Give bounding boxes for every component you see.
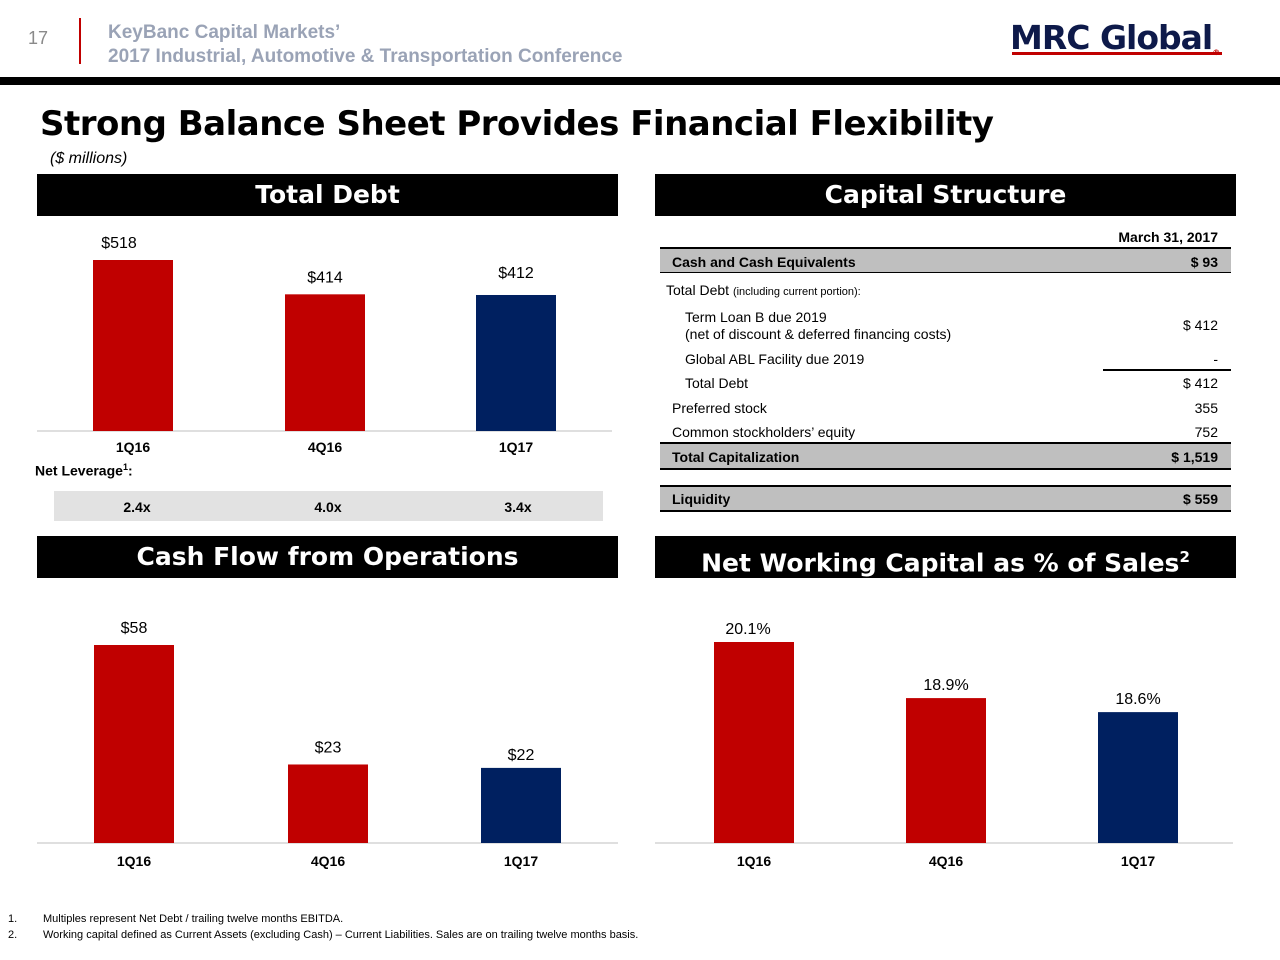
nwc-header-text: Net Working Capital as % of Sales bbox=[701, 548, 1180, 578]
bar bbox=[93, 260, 173, 431]
data-label: 18.6% bbox=[1115, 691, 1160, 708]
cs-date-header: March 31, 2017 bbox=[1118, 229, 1218, 245]
cs-total-debt-label: Total Debt (including current portion): bbox=[666, 282, 861, 298]
data-label: $22 bbox=[508, 747, 535, 764]
cs-total-cap-row bbox=[660, 444, 1231, 468]
cs-liquidity-row bbox=[660, 487, 1231, 510]
bar bbox=[1098, 712, 1178, 843]
bar bbox=[288, 764, 368, 843]
category-label: 1Q16 bbox=[117, 853, 151, 869]
cs-term-loan-label: Term Loan B due 2019 bbox=[685, 309, 827, 325]
cs-subtotal-rule bbox=[1103, 369, 1231, 371]
footnote-number: 2. bbox=[8, 929, 18, 941]
data-label: 18.9% bbox=[923, 677, 968, 694]
cs-total-debt-note: (including current portion): bbox=[732, 286, 861, 298]
footnote-text: Multiples represent Net Debt / trailing … bbox=[43, 913, 344, 925]
data-label: $412 bbox=[498, 265, 534, 282]
category-label: 1Q17 bbox=[504, 853, 538, 869]
cs-cash-label: Cash and Cash Equivalents bbox=[672, 254, 856, 270]
nwc-footnote-ref: 2 bbox=[1179, 548, 1190, 566]
total-debt-chart: $518 1Q16 $414 4Q16 $412 1Q17 bbox=[37, 235, 612, 455]
category-label: 4Q16 bbox=[308, 439, 342, 455]
logo-underline bbox=[1012, 52, 1222, 55]
cs-total-cap-value: $ 1,519 bbox=[1171, 449, 1218, 465]
cs-total-debt-text: Total Debt bbox=[666, 282, 730, 298]
net-leverage-value: 2.4x bbox=[123, 499, 151, 515]
data-label: $23 bbox=[315, 739, 342, 756]
data-label: $58 bbox=[121, 620, 148, 637]
cs-preferred-value: 355 bbox=[1194, 400, 1218, 416]
data-label: $518 bbox=[101, 235, 137, 252]
nwc-chart: 20.1% 1Q16 18.9% 4Q16 18.6% 1Q17 bbox=[655, 621, 1233, 869]
net-leverage-band bbox=[54, 491, 603, 521]
category-label: 4Q16 bbox=[311, 853, 345, 869]
net-leverage-value: 4.0x bbox=[314, 499, 342, 515]
cs-rule bbox=[660, 485, 1231, 487]
bar bbox=[94, 645, 174, 843]
footnote: 1. Multiples represent Net Debt / trailin… bbox=[8, 913, 343, 925]
header-divider bbox=[79, 18, 81, 64]
category-label: 4Q16 bbox=[929, 853, 963, 869]
company-logo: MRC Global® bbox=[1010, 18, 1220, 57]
cash-flow-header: Cash Flow from Operations bbox=[37, 536, 618, 578]
cs-rule bbox=[660, 442, 1231, 444]
category-label: 1Q17 bbox=[1121, 853, 1155, 869]
cs-rule bbox=[660, 272, 1231, 273]
cs-abl-value: - bbox=[1213, 351, 1218, 367]
data-label: $414 bbox=[307, 269, 343, 286]
cs-abl-label: Global ABL Facility due 2019 bbox=[685, 351, 865, 367]
cs-cash-row bbox=[660, 249, 1231, 272]
leverage-footnote-ref: 1 bbox=[122, 462, 128, 472]
total-debt-header: Total Debt bbox=[37, 174, 618, 216]
cs-common-value: 752 bbox=[1194, 424, 1218, 440]
cs-total-cap-label: Total Capitalization bbox=[672, 449, 800, 465]
bar bbox=[714, 642, 794, 843]
net-leverage-colon: : bbox=[127, 462, 133, 479]
category-label: 1Q16 bbox=[737, 853, 771, 869]
category-label: 1Q16 bbox=[116, 439, 150, 455]
cs-cash-value: $ 93 bbox=[1190, 254, 1218, 270]
page-subtitle: ($ millions) bbox=[50, 150, 128, 167]
header-rule bbox=[0, 77, 1280, 85]
data-label: 20.1% bbox=[725, 621, 770, 638]
page-title: Strong Balance Sheet Provides Financial … bbox=[40, 104, 994, 144]
cs-rule bbox=[660, 247, 1231, 249]
nwc-header: Net Working Capital as % of Sales2 bbox=[655, 536, 1236, 578]
footnote-text: Working capital defined as Current Asset… bbox=[43, 929, 639, 941]
footnote: 2. Working capital defined as Current Ass… bbox=[8, 929, 638, 941]
footnote-number: 1. bbox=[8, 913, 18, 925]
net-leverage-text: Net Leverage bbox=[35, 462, 123, 479]
cs-liquidity-value: $ 559 bbox=[1182, 491, 1218, 507]
logo-text: MRC Global bbox=[1010, 18, 1213, 57]
cs-common-label: Common stockholders’ equity bbox=[672, 424, 856, 440]
cs-liquidity-label: Liquidity bbox=[672, 491, 731, 507]
conference-line-2: 2017 Industrial, Automotive & Transporta… bbox=[108, 46, 623, 67]
cs-term-loan-note: (net of discount & deferred financing co… bbox=[685, 326, 952, 342]
category-label: 1Q17 bbox=[499, 439, 533, 455]
cs-subtotal-label: Total Debt bbox=[685, 375, 749, 391]
cs-preferred-label: Preferred stock bbox=[672, 400, 767, 416]
bar bbox=[906, 698, 986, 843]
cash-flow-chart: $58 1Q16 $23 4Q16 $22 1Q17 bbox=[37, 620, 618, 869]
bar bbox=[476, 294, 556, 431]
net-leverage-value: 3.4x bbox=[504, 499, 532, 515]
net-leverage-label: Net Leverage1: bbox=[35, 462, 133, 479]
slide-number: 17 bbox=[28, 28, 49, 48]
cs-rule bbox=[660, 468, 1231, 470]
cs-subtotal-value: $ 412 bbox=[1182, 375, 1218, 391]
conference-line-1: KeyBanc Capital Markets’ bbox=[108, 22, 341, 43]
bar bbox=[481, 767, 561, 843]
cs-rule bbox=[660, 510, 1231, 512]
capital-structure-header: Capital Structure bbox=[655, 174, 1236, 216]
bar bbox=[285, 294, 365, 431]
cs-term-loan-value: $ 412 bbox=[1182, 317, 1218, 333]
